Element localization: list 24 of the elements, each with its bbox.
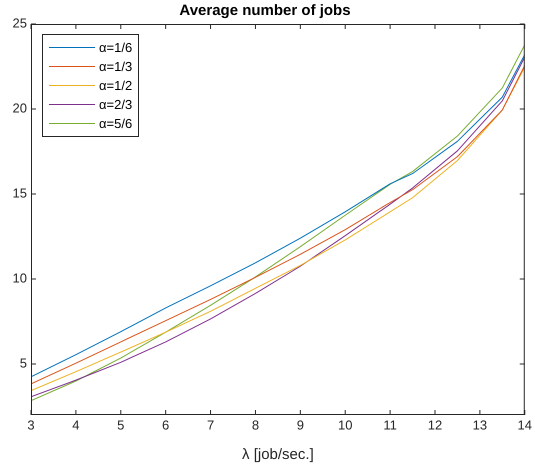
- x-tick-label: 14: [518, 417, 532, 432]
- chart-title: Average number of jobs: [179, 2, 351, 20]
- legend-label: α=2/3: [99, 96, 132, 114]
- x-tick-label: 4: [72, 417, 80, 432]
- x-tick-label: 12: [428, 417, 442, 432]
- y-tick-label: 20: [12, 100, 27, 116]
- x-tick-label: 10: [338, 417, 352, 432]
- legend-label: α=5/6: [99, 115, 132, 133]
- x-axis-title: λ [job/sec.]: [242, 446, 314, 464]
- x-tick-label: 7: [206, 417, 214, 432]
- x-tick-label: 6: [162, 417, 170, 432]
- y-tick-label: 5: [20, 356, 27, 371]
- y-tick-label: 15: [12, 186, 27, 201]
- x-tick-label: 13: [472, 417, 488, 432]
- x-tick-label: 11: [383, 417, 397, 432]
- x-tick-label: 8: [252, 417, 260, 432]
- legend-label: α=1/6: [99, 39, 132, 57]
- x-tick-label: 3: [27, 417, 35, 432]
- legend-label: α=1/3: [99, 58, 132, 76]
- y-tick-label: 25: [12, 16, 27, 31]
- legend-label: α=1/2: [99, 77, 132, 95]
- x-tick-label: 9: [296, 417, 304, 432]
- y-tick-label: 10: [12, 270, 27, 286]
- x-tick-label: 5: [117, 417, 124, 432]
